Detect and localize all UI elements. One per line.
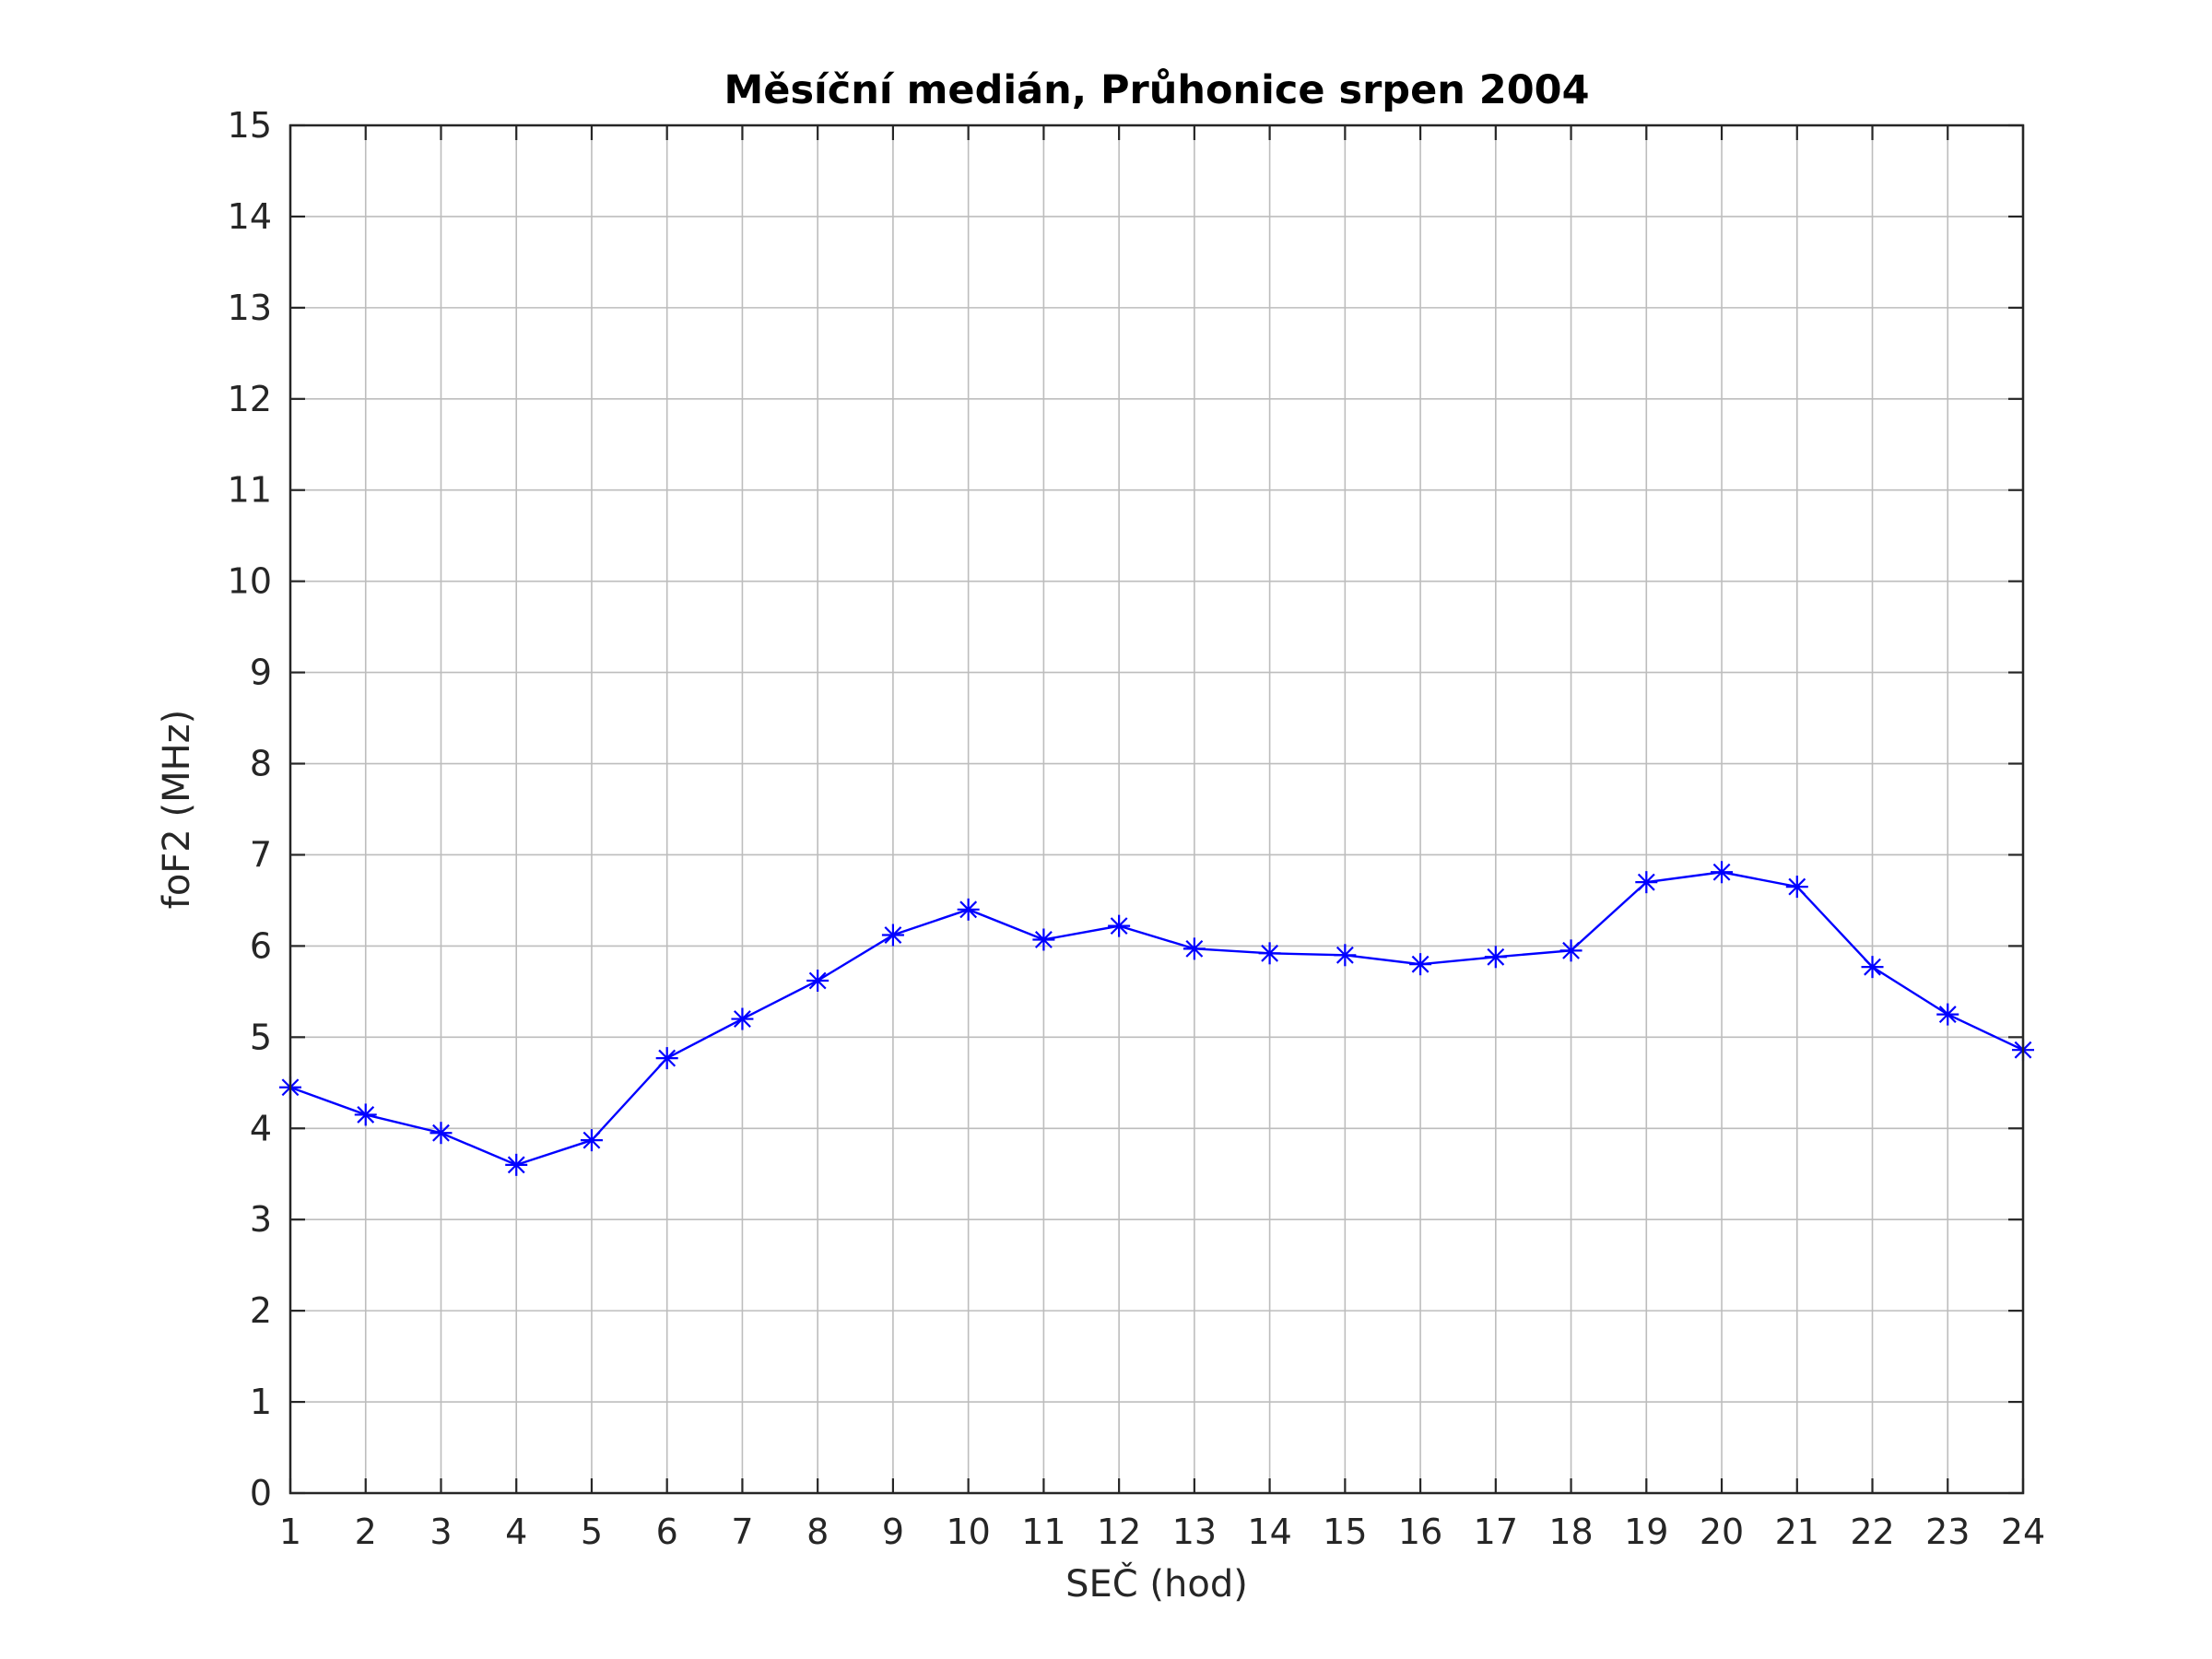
x-tick-label: 19 <box>1624 1512 1668 1552</box>
x-tick-label: 22 <box>1850 1512 1894 1552</box>
x-tick-label: 14 <box>1247 1512 1291 1552</box>
y-tick-label: 3 <box>250 1199 272 1240</box>
data-point <box>1559 939 1583 962</box>
y-tick-label: 5 <box>250 1017 272 1057</box>
x-tick-label: 16 <box>1398 1512 1442 1552</box>
x-tick-label: 5 <box>581 1512 603 1552</box>
x-tick-label: 6 <box>656 1512 678 1552</box>
plot-frame <box>288 124 2025 1495</box>
x-tick-label: 7 <box>731 1512 753 1552</box>
x-tick-label: 23 <box>1925 1512 1970 1552</box>
y-tick-label: 1 <box>250 1382 272 1422</box>
data-point <box>1711 861 1734 884</box>
y-tick-label: 7 <box>250 834 272 875</box>
y-tick-label: 12 <box>228 379 272 419</box>
y-tick-label: 2 <box>250 1290 272 1331</box>
x-tick-label: 24 <box>2001 1512 2045 1552</box>
data-point <box>881 924 904 947</box>
y-tick-label: 8 <box>250 744 272 784</box>
data-point <box>429 1122 453 1145</box>
series-group <box>279 861 2034 1176</box>
data-point <box>1334 944 1357 967</box>
x-tick-label: 3 <box>429 1512 452 1552</box>
x-tick-label: 15 <box>1323 1512 1367 1552</box>
data-point <box>1785 876 1808 899</box>
grid <box>289 124 2024 1494</box>
x-tick-label: 12 <box>1097 1512 1141 1552</box>
y-tick-label: 9 <box>250 653 272 693</box>
data-point <box>957 898 980 921</box>
series-line <box>289 871 2024 1167</box>
x-tick-label: 1 <box>279 1512 301 1552</box>
x-tick-label: 18 <box>1548 1512 1593 1552</box>
y-tick-label: 10 <box>228 561 272 602</box>
data-point <box>806 969 830 992</box>
x-tick-label: 20 <box>1700 1512 1744 1552</box>
x-tick-label: 17 <box>1474 1512 1518 1552</box>
data-point <box>1258 942 1281 965</box>
x-tick-labels: 1 2 3 4 5 6 7 8 9 10 11 12 13 14 15 16 17 18 19 20 21 22 23 24 <box>279 1512 2045 1552</box>
y-tick-label: 6 <box>250 925 272 966</box>
axis-ticks <box>288 124 2025 1495</box>
y-tick-label: 4 <box>250 1108 272 1148</box>
data-point <box>655 1047 678 1070</box>
x-tick-label: 9 <box>882 1512 904 1552</box>
x-axis-label: SEČ (hod) <box>1065 1561 1248 1606</box>
data-point <box>1108 914 1131 937</box>
data-point <box>580 1129 603 1152</box>
y-tick-label: 14 <box>228 196 272 237</box>
data-point <box>731 1007 754 1030</box>
y-tick-label: 15 <box>228 105 272 146</box>
y-tick-label: 11 <box>228 470 272 511</box>
x-tick-label: 10 <box>946 1512 990 1552</box>
chart-title: Měsíční medián, Průhonice srpen 2004 <box>724 67 1590 113</box>
y-tick-label: 13 <box>228 288 272 328</box>
data-point <box>1032 928 1055 951</box>
x-tick-label: 2 <box>355 1512 377 1552</box>
y-tick-label: 0 <box>250 1473 272 1513</box>
data-point <box>1182 937 1206 960</box>
x-tick-label: 13 <box>1172 1512 1217 1552</box>
x-tick-label: 11 <box>1021 1512 1065 1552</box>
data-point <box>1936 1003 1959 1026</box>
x-tick-label: 21 <box>1775 1512 1819 1552</box>
x-tick-label: 8 <box>806 1512 829 1552</box>
data-point <box>1635 871 1658 894</box>
y-axis-label: foF2 (MHz) <box>156 710 198 910</box>
plot-area <box>290 125 2023 1493</box>
x-tick-label: 4 <box>505 1512 527 1552</box>
data-point <box>1484 946 1507 969</box>
data-point <box>1409 953 1432 976</box>
data-point <box>505 1153 528 1176</box>
data-point <box>1861 956 1884 979</box>
data-point <box>354 1103 377 1126</box>
